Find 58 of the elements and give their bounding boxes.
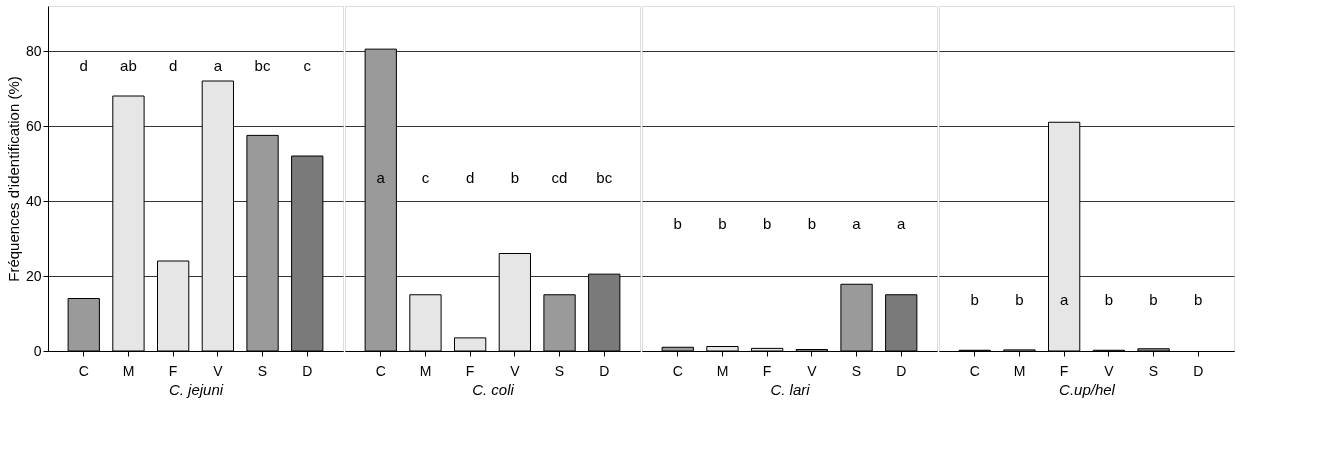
x-tick-label: C [969,362,980,379]
x-tick-label: D [1193,362,1204,379]
annotation: b [762,215,772,232]
x-axis-title: C. coli [472,380,515,398]
annotation: b [807,215,817,232]
x-tick-label: C [672,362,683,379]
x-tick-label: D [896,362,907,379]
x-tick-label: M [122,362,135,379]
annotation: bc [596,169,613,186]
x-tick-label: F [762,362,772,379]
x-axis-title: C.up/hel [1059,380,1116,398]
x-tick-label: C [375,362,386,379]
annotation: a [897,215,907,232]
annotation: ab [120,57,137,74]
x-tick-label: F [1059,362,1069,379]
annotation: d [79,57,88,74]
x-tick-label: M [716,362,729,379]
y-tick-label: 60 [25,117,42,134]
annotation: a [213,57,223,74]
annotation: b [1194,291,1203,308]
annotation: b [970,291,979,308]
y-tick-label: 0 [33,342,42,359]
x-tick-label: D [599,362,610,379]
annotation: b [1015,291,1024,308]
annotation: bc [254,57,271,74]
x-tick-label: M [1013,362,1026,379]
annotation: b [510,169,520,186]
x-axis-title: C. jejuni [168,380,224,398]
x-tick-label: S [851,362,862,379]
x-tick-label: V [807,362,818,379]
x-tick-label: S [554,362,565,379]
annotation: b [1149,291,1158,308]
annotation: b [673,215,682,232]
x-tick-label: V [510,362,521,379]
x-axis-title: C. lari [770,380,811,398]
annotation: b [1104,291,1114,308]
y-tick-label: 40 [25,192,42,209]
y-axis-title: Fréquences d'identification (%) [4,76,22,282]
annotation: a [852,215,862,232]
x-tick-label: S [1148,362,1159,379]
annotation: a [1059,291,1069,308]
x-tick-label: D [302,362,313,379]
y-tick-label: 80 [25,42,42,59]
annotation: a [376,169,386,186]
annotation: c [421,169,430,186]
x-tick-label: C [78,362,89,379]
annotation: cd [551,169,568,186]
x-tick-label: V [213,362,224,379]
x-tick-label: S [257,362,268,379]
y-tick-label: 20 [25,267,42,284]
x-tick-label: M [419,362,432,379]
annotation: d [168,57,178,74]
x-tick-label: F [465,362,475,379]
annotation: c [303,57,312,74]
x-tick-label: V [1104,362,1115,379]
annotation: d [465,169,475,186]
x-tick-label: F [168,362,178,379]
annotation: b [718,215,727,232]
